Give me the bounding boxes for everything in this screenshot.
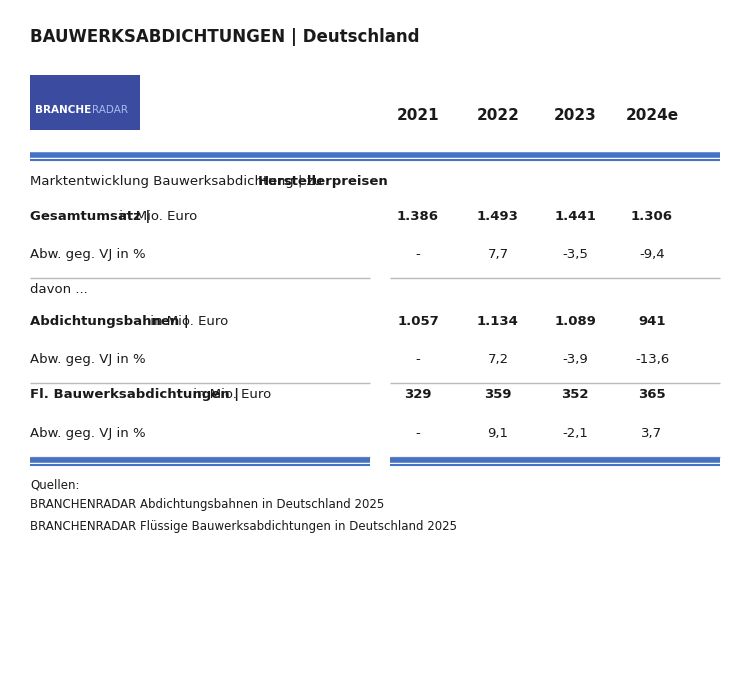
Text: 2022: 2022 [476, 107, 520, 122]
Text: Gesamtumsatz |: Gesamtumsatz | [30, 210, 150, 223]
Text: 7,2: 7,2 [488, 353, 508, 366]
Text: BAUWERKSABDICHTUNGEN | Deutschland: BAUWERKSABDICHTUNGEN | Deutschland [30, 28, 419, 46]
Text: Marktentwicklung Bauwerksabdichtung | zu: Marktentwicklung Bauwerksabdichtung | zu [30, 175, 326, 188]
Text: 1.493: 1.493 [477, 210, 519, 223]
Text: RADAR: RADAR [92, 105, 128, 115]
Text: -2,1: -2,1 [562, 427, 588, 440]
Text: 7,7: 7,7 [488, 248, 508, 261]
Text: 3,7: 3,7 [641, 427, 662, 440]
Text: -3,9: -3,9 [562, 353, 588, 366]
Text: BRANCHE: BRANCHE [35, 105, 92, 115]
Text: 1.089: 1.089 [554, 315, 596, 328]
Text: davon ...: davon ... [30, 283, 88, 296]
Text: Abdichtungsbahnen |: Abdichtungsbahnen | [30, 315, 189, 328]
Text: 352: 352 [561, 388, 589, 401]
Text: 365: 365 [638, 388, 666, 401]
Text: -9,4: -9,4 [639, 248, 664, 261]
Text: in Mio. Euro: in Mio. Euro [116, 210, 198, 223]
Text: in Mio. Euro: in Mio. Euro [146, 315, 228, 328]
Text: Quellen:: Quellen: [30, 478, 80, 491]
Text: BRANCHENRADAR Abdichtungsbahnen in Deutschland 2025: BRANCHENRADAR Abdichtungsbahnen in Deuts… [30, 498, 384, 511]
Text: -3,5: -3,5 [562, 248, 588, 261]
Text: Abw. geg. VJ in %: Abw. geg. VJ in % [30, 427, 146, 440]
Text: 1.057: 1.057 [398, 315, 439, 328]
Text: Fl. Bauwerksabdichtungen |: Fl. Bauwerksabdichtungen | [30, 388, 239, 401]
Text: 1.306: 1.306 [631, 210, 673, 223]
Bar [30, 75, 140, 130]
Text: 2023: 2023 [554, 107, 596, 122]
Text: 1.441: 1.441 [554, 210, 596, 223]
Text: -: - [416, 427, 420, 440]
Text: 2024e: 2024e [626, 107, 679, 122]
Text: Abw. geg. VJ in %: Abw. geg. VJ in % [30, 353, 146, 366]
Text: 329: 329 [404, 388, 432, 401]
Text: 359: 359 [484, 388, 512, 401]
Text: in Mio. Euro: in Mio. Euro [188, 388, 271, 401]
Text: BRANCHENRADAR Flüssige Bauwerksabdichtungen in Deutschland 2025: BRANCHENRADAR Flüssige Bauwerksabdichtun… [30, 520, 457, 533]
Text: -13,6: -13,6 [634, 353, 669, 366]
Text: 1.386: 1.386 [397, 210, 439, 223]
Text: 1.134: 1.134 [477, 315, 519, 328]
Text: 9,1: 9,1 [488, 427, 508, 440]
Text: Abw. geg. VJ in %: Abw. geg. VJ in % [30, 248, 146, 261]
Text: -: - [416, 248, 420, 261]
Text: Herstellerpreisen: Herstellerpreisen [257, 175, 388, 188]
Text: -: - [416, 353, 420, 366]
Text: 941: 941 [638, 315, 666, 328]
Text: 2021: 2021 [397, 107, 439, 122]
